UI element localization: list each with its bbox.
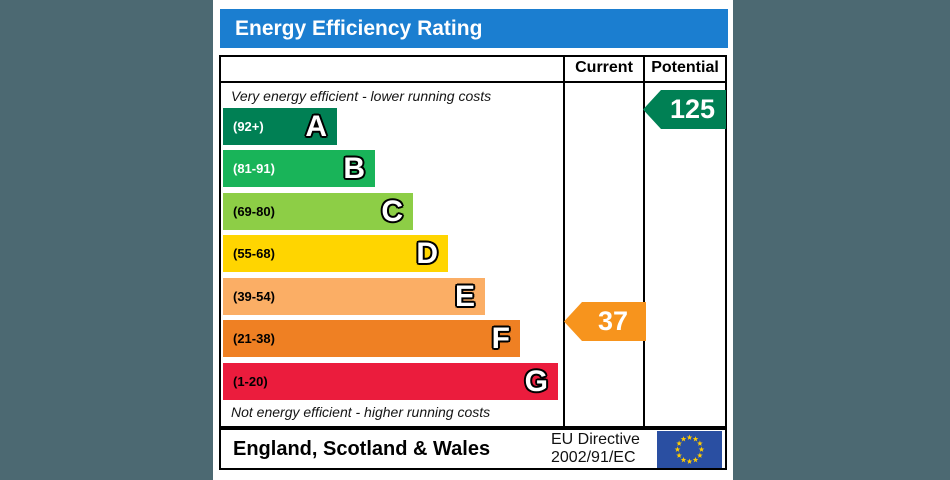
- band-letter: G: [524, 365, 548, 398]
- band-row-c: (69-80) C: [223, 193, 413, 230]
- column-header-current: Current: [575, 59, 633, 76]
- page-title: Energy Efficiency Rating: [235, 16, 483, 40]
- band-letter: D: [416, 237, 438, 270]
- current-rating-value: 37: [597, 306, 629, 336]
- band-letter: F: [491, 322, 510, 355]
- band-letter: A: [305, 110, 327, 143]
- header-row-divider: [219, 81, 727, 83]
- band-row-e: (39-54) E: [223, 278, 485, 315]
- band-letter: E: [454, 280, 475, 313]
- band-range-label: (92+): [233, 119, 264, 134]
- band-range-label: (39-54): [233, 289, 275, 304]
- band-range-label: (69-80): [233, 204, 275, 219]
- column-header-potential: Potential: [651, 59, 719, 76]
- band-range-label: (81-91): [233, 161, 275, 176]
- band-letter: C: [381, 195, 403, 228]
- divider-bars-current: [563, 55, 565, 428]
- band-range-label: (55-68): [233, 246, 275, 261]
- footer-border: [219, 428, 727, 470]
- eu-directive-line2: 2002/91/EC: [551, 449, 636, 466]
- band-range-label: (21-38): [233, 331, 275, 346]
- potential-rating-arrow: 125: [643, 90, 726, 129]
- eu-flag-icon: [657, 431, 722, 468]
- current-rating-arrow: 37: [564, 302, 646, 341]
- band-letter: B: [343, 152, 365, 185]
- eu-directive-line1: EU Directive: [551, 431, 640, 448]
- top-note: Very energy efficient - lower running co…: [231, 88, 492, 104]
- bottom-note: Not energy efficient - higher running co…: [231, 404, 491, 420]
- band-row-g: (1-20) G: [223, 363, 558, 400]
- title-bar: Energy Efficiency Rating: [220, 9, 728, 48]
- band-row-d: (55-68) D: [223, 235, 448, 272]
- band-row-b: (81-91) B: [223, 150, 375, 187]
- eu-directive-text: EU Directive 2002/91/EC: [551, 431, 655, 467]
- region-label: England, Scotland & Wales: [233, 437, 491, 460]
- band-row-a: (92+) A: [223, 108, 337, 145]
- band-row-f: (21-38) F: [223, 320, 520, 357]
- band-range-label: (1-20): [233, 374, 268, 389]
- divider-current-potential: [643, 55, 645, 428]
- potential-rating-value: 125: [669, 94, 716, 124]
